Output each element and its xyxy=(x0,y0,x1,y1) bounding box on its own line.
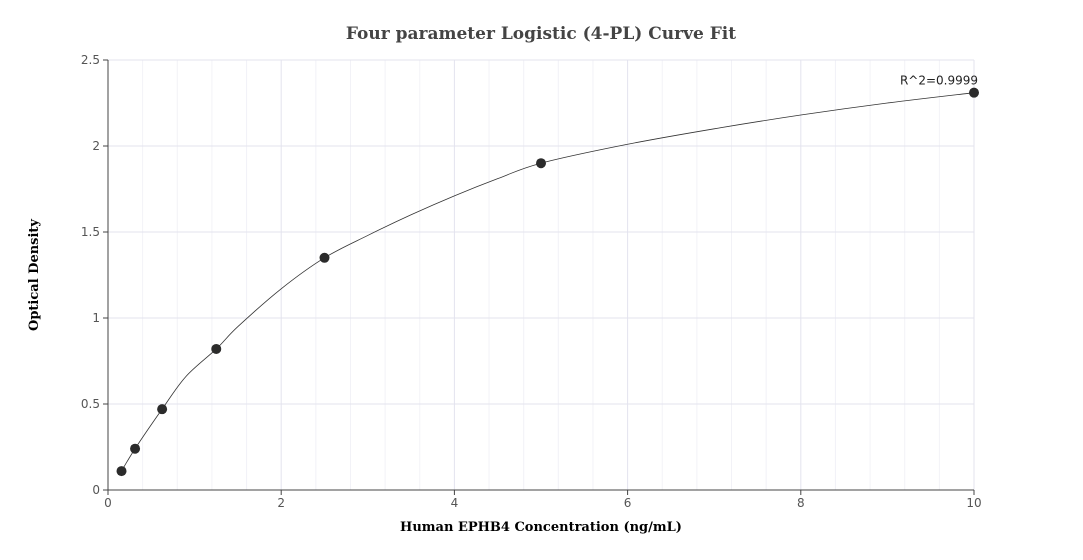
y-tick-label: 2 xyxy=(92,139,100,153)
x-tick-label: 8 xyxy=(797,496,805,510)
tick-labels: 0 2 4 6 8 10 0 0.5 1 1.5 2 2.5 xyxy=(81,53,982,510)
data-point xyxy=(969,87,979,98)
data-point xyxy=(116,466,127,477)
fit-curve-line xyxy=(121,92,975,472)
y-tick-label: 1.5 xyxy=(81,225,100,239)
y-tick-label: 2.5 xyxy=(81,53,100,67)
y-tick-label: 0 xyxy=(92,483,100,497)
data-points xyxy=(116,87,979,477)
data-point xyxy=(319,252,330,263)
x-tick-label: 0 xyxy=(104,496,112,510)
x-axis-title: Human EPHB4 Concentration (ng/mL) xyxy=(400,520,682,535)
annotations: R^2=0.9999 xyxy=(900,74,978,88)
grid-lines xyxy=(108,59,975,490)
chart-title: Four parameter Logistic (4-PL) Curve Fit xyxy=(346,24,736,44)
fit-curve-group xyxy=(121,92,975,472)
y-tick-label: 1 xyxy=(92,311,100,325)
data-point xyxy=(157,404,168,415)
y-tick-label: 0.5 xyxy=(81,397,100,411)
data-point xyxy=(130,443,141,454)
axes xyxy=(103,59,975,495)
x-tick-label: 10 xyxy=(966,496,981,510)
y-axis-title: Optical Density xyxy=(27,219,42,331)
data-point xyxy=(536,158,546,169)
x-tick-label: 2 xyxy=(277,496,285,510)
r-squared-annotation: R^2=0.9999 xyxy=(900,74,978,88)
data-point xyxy=(211,343,222,354)
x-tick-label: 4 xyxy=(451,496,459,510)
x-tick-label: 6 xyxy=(624,496,632,510)
